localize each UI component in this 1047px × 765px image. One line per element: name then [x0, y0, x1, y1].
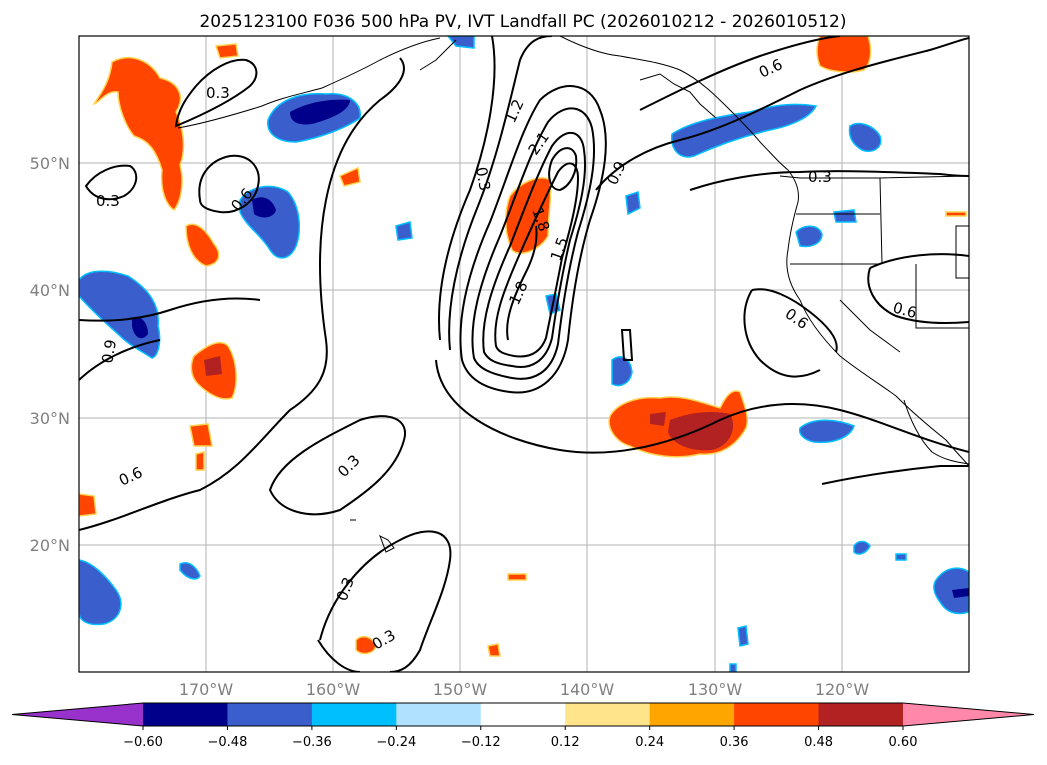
- colorbar-tick-label: 0.36: [720, 735, 749, 750]
- colorbar-tick-label: −0.24: [376, 735, 416, 750]
- coastlines: [177, 36, 969, 553]
- lon-label: 120°W: [815, 680, 870, 699]
- figure-title: 2025123100 F036 500 hPa PV, IVT Landfall…: [199, 12, 846, 32]
- colorbar-segment: [227, 703, 313, 726]
- contour-label: 0.3: [808, 168, 832, 186]
- colorbar-tick-label: 0.12: [551, 735, 580, 750]
- lon-label: 170°W: [179, 680, 234, 699]
- colorbar-extend-low: [12, 703, 143, 726]
- map-panel: 0.3 0.3 0.3 0.3 0.3 0.3 0.3 0.6 0.6 0.6 …: [79, 36, 969, 672]
- colorbar-segment: [734, 703, 820, 726]
- graticule: [79, 36, 969, 672]
- contour-label: 0.9: [98, 338, 120, 365]
- lat-label: 20°N: [30, 536, 70, 555]
- contour-label: 0.3: [96, 192, 120, 210]
- colorbar: −0.60 −0.48 −0.36 −0.24 −0.12 0.12 0.24 0.36 0.4…: [11, 702, 1035, 750]
- lon-label: 130°W: [688, 680, 743, 699]
- ivt-contours: [79, 36, 969, 672]
- lat-label: 50°N: [30, 154, 70, 173]
- colorbar-extend-high: [903, 703, 1034, 726]
- colorbar-tick-label: 0.24: [635, 735, 664, 750]
- contour-label: 0.3: [206, 84, 230, 102]
- lat-label: 40°N: [30, 281, 70, 300]
- longitude-axis: 170°W 160°W 150°W 140°W 130°W 120°W: [179, 680, 870, 699]
- colorbar-tick-label: −0.12: [461, 735, 501, 750]
- lat-label: 30°N: [30, 409, 70, 428]
- lon-label: 150°W: [433, 680, 488, 699]
- latitude-axis: 50°N 40°N 30°N 20°N: [30, 154, 70, 555]
- colorbar-segment: [311, 703, 397, 726]
- colorbar-segment: [480, 703, 566, 726]
- pv-negative-anomalies: [79, 36, 969, 672]
- contour-label: 0.6: [891, 298, 919, 322]
- colorbar-segment: [649, 703, 735, 726]
- colorbar-segment: [818, 703, 904, 726]
- colorbar-tick-label: 0.48: [804, 735, 833, 750]
- colorbar-tick-label: −0.48: [208, 735, 248, 750]
- colorbar-tick-label: −0.60: [123, 735, 163, 750]
- colorbar-segment: [396, 703, 482, 726]
- map-frame: [78, 35, 970, 673]
- colorbar-tick-label: 0.60: [889, 735, 918, 750]
- contour-label: 0.3: [472, 166, 494, 193]
- pv-positive-anomalies: [79, 36, 967, 657]
- lon-label: 140°W: [560, 680, 615, 699]
- colorbar-tick-label: −0.36: [292, 735, 332, 750]
- lon-label: 160°W: [306, 680, 361, 699]
- colorbar-segment: [143, 703, 228, 726]
- colorbar-segment: [565, 703, 651, 726]
